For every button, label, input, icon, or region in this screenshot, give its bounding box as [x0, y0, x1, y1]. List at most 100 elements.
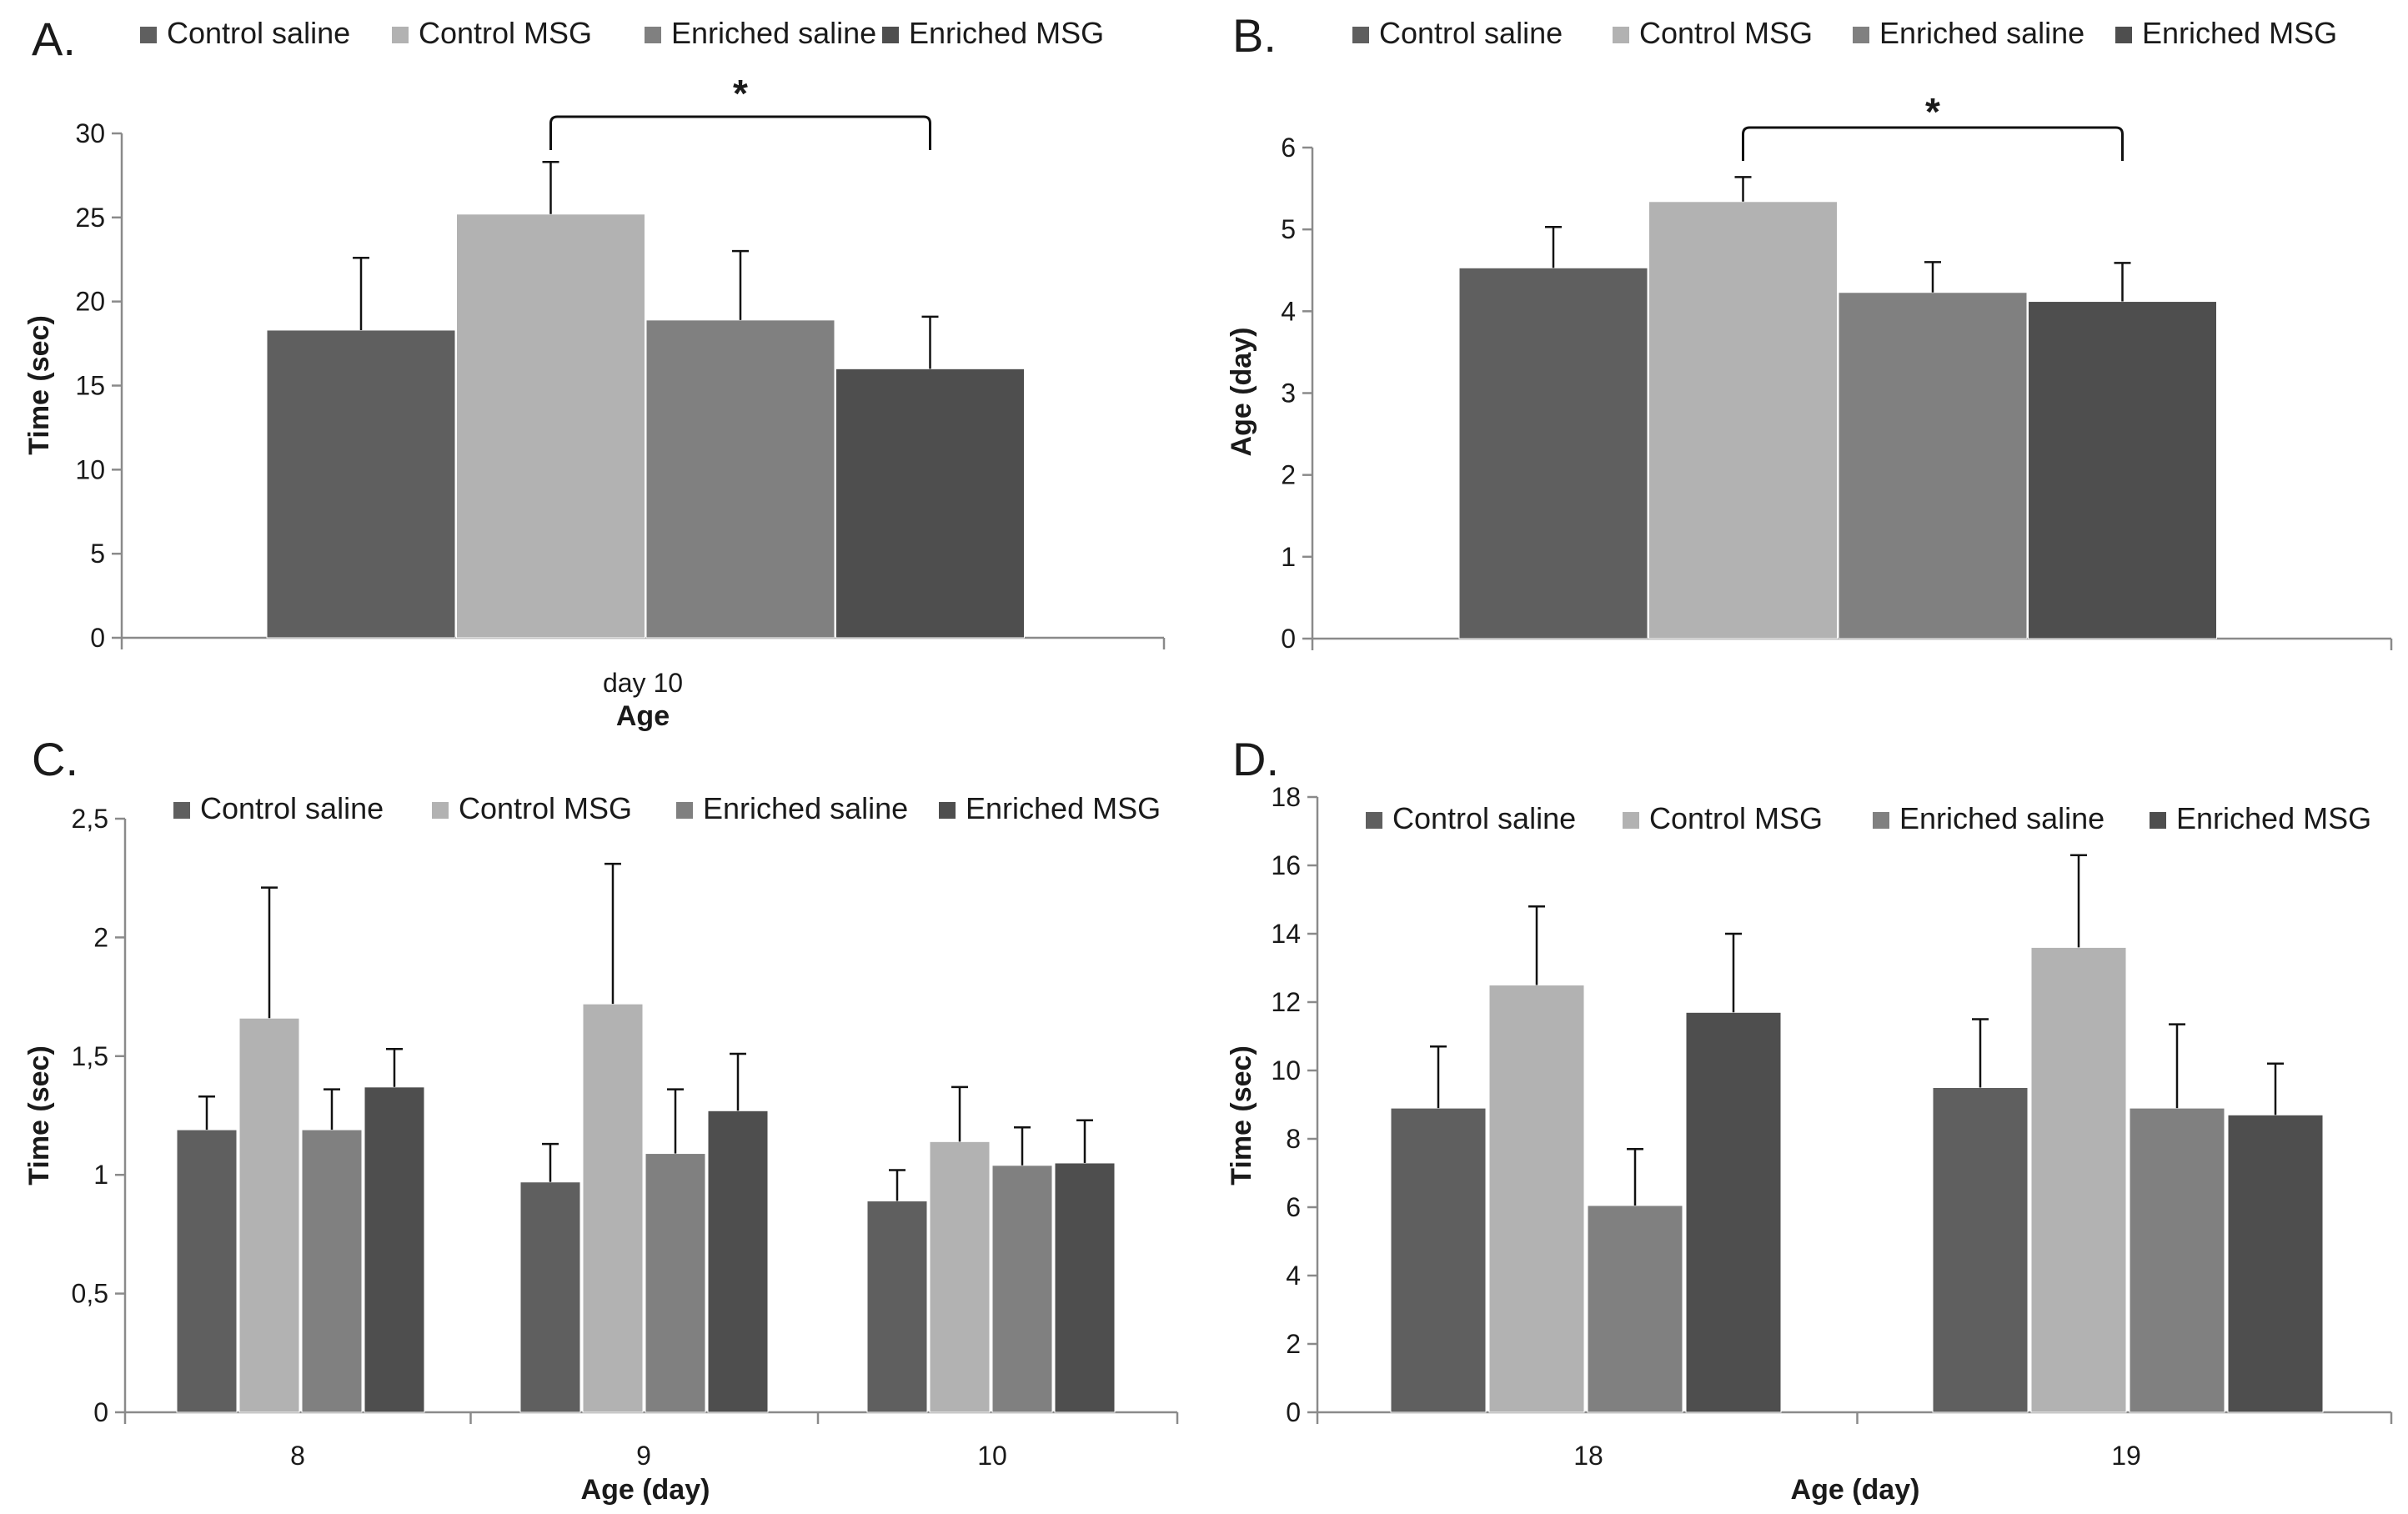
bar [519, 1181, 581, 1413]
bar [866, 1201, 928, 1413]
bar [1648, 201, 1838, 639]
bar [582, 1003, 644, 1413]
y-tick-label: 5 [1281, 214, 1296, 244]
legend-label: Enriched saline [671, 16, 876, 50]
y-tick-label: 5 [90, 539, 105, 569]
legend-label: Control MSG [419, 16, 592, 50]
significance-star: * [1925, 90, 1940, 133]
y-tick-label: 0,5 [72, 1279, 108, 1309]
bar [1685, 1011, 1782, 1413]
legend-label: Enriched saline [1879, 16, 2084, 50]
panel-label: C. [32, 733, 78, 785]
legend-label: Control saline [167, 16, 350, 50]
bar [1587, 1205, 1683, 1413]
y-axis-title: Time (sec) [1226, 1045, 1257, 1186]
y-tick-label: 4 [1286, 1261, 1301, 1291]
panel-a: A. Control saline Control MSG Enriched sali… [23, 13, 1166, 732]
y-tick-label: 10 [75, 454, 105, 484]
legend: Control saline Control MSG Enriched saline… [1352, 16, 2337, 50]
legend-label: Enriched MSG [2142, 16, 2337, 50]
legend-swatch [140, 27, 157, 43]
bar [364, 1086, 425, 1413]
significance-star: * [733, 72, 748, 115]
x-tick-label: 9 [636, 1441, 651, 1471]
bar [1838, 292, 2028, 639]
y-axis-title: Time (sec) [23, 315, 55, 455]
legend-swatch [1613, 27, 1629, 43]
bar [301, 1129, 363, 1413]
y-tick-label: 2 [93, 922, 108, 952]
bar [707, 1110, 769, 1413]
y-tick-label: 18 [1271, 782, 1301, 812]
bar [929, 1141, 991, 1413]
bar [2030, 946, 2127, 1413]
bar [456, 213, 645, 639]
y-tick-label: 0 [1286, 1397, 1301, 1427]
bar [1458, 267, 1648, 639]
x-tick-label: 18 [1573, 1441, 1603, 1471]
x-tick-label: day 10 [603, 668, 683, 698]
bar [266, 329, 456, 639]
y-tick-label: 8 [1286, 1124, 1301, 1154]
bar [1390, 1107, 1487, 1413]
legend-swatch [939, 802, 956, 819]
legend-label: Enriched MSG [966, 791, 1161, 825]
bar [1054, 1162, 1116, 1413]
y-tick-label: 6 [1281, 133, 1296, 163]
y-tick-label: 6 [1286, 1192, 1301, 1222]
legend-swatch [1853, 27, 1869, 43]
legend-label: Control MSG [1639, 16, 1813, 50]
legend-label: Control saline [200, 791, 384, 825]
y-tick-label: 1,5 [72, 1041, 108, 1071]
legend-label: Enriched saline [703, 791, 908, 825]
legend-label: Control saline [1392, 801, 1576, 835]
significance-bracket [549, 115, 931, 150]
significance-bracket [1742, 126, 2124, 161]
legend-swatch [432, 802, 449, 819]
y-tick-label: 30 [75, 118, 105, 148]
bar [2028, 301, 2217, 639]
legend: Control saline Control MSG Enriched saline… [140, 16, 1104, 50]
legend-swatch [1352, 27, 1369, 43]
panel-label: B. [1232, 9, 1277, 62]
x-tick-label: 10 [977, 1441, 1007, 1471]
y-tick-label: 0 [1281, 624, 1296, 654]
x-tick-label: 19 [2111, 1441, 2141, 1471]
legend-label: Control saline [1379, 16, 1563, 50]
y-tick-label: 15 [75, 371, 105, 401]
panel-b: B. Control saline Control MSG Enriched sali… [1226, 9, 2393, 654]
y-axis-title: Age (day) [1226, 328, 1257, 457]
bar [2129, 1107, 2225, 1413]
y-tick-label: 0 [93, 1397, 108, 1427]
y-tick-label: 1 [93, 1160, 108, 1190]
y-tick-label: 10 [1271, 1055, 1301, 1085]
bar [1932, 1087, 2029, 1413]
legend-label: Enriched MSG [909, 16, 1104, 50]
bar [645, 1153, 706, 1413]
bar [645, 319, 835, 639]
y-tick-label: 3 [1281, 378, 1296, 409]
legend-swatch [676, 802, 693, 819]
y-tick-label: 12 [1271, 987, 1301, 1017]
legend-swatch [882, 27, 899, 43]
panel-label: A. [32, 13, 76, 65]
y-tick-label: 16 [1271, 850, 1301, 880]
y-tick-label: 1 [1281, 542, 1296, 572]
legend: Control saline Control MSG Enriched saline… [1366, 801, 2371, 835]
panel-label: D. [1232, 733, 1279, 785]
bar [176, 1129, 238, 1413]
legend-swatch [1873, 812, 1889, 829]
legend-swatch [1366, 812, 1382, 829]
legend-swatch [173, 802, 190, 819]
x-tick-label: 8 [290, 1441, 305, 1471]
y-tick-label: 2,5 [72, 804, 108, 834]
x-axis-title: Age (day) [1791, 1474, 1920, 1506]
bar [238, 1017, 300, 1413]
y-axis-title: Time (sec) [23, 1045, 55, 1186]
bar [1488, 985, 1585, 1413]
panel-c: C. Control saline Control MSG Enriched sali… [23, 733, 1179, 1506]
bar [2227, 1114, 2324, 1413]
y-tick-label: 20 [75, 287, 105, 317]
legend-swatch [2150, 812, 2166, 829]
legend-label: Enriched MSG [2176, 801, 2371, 835]
